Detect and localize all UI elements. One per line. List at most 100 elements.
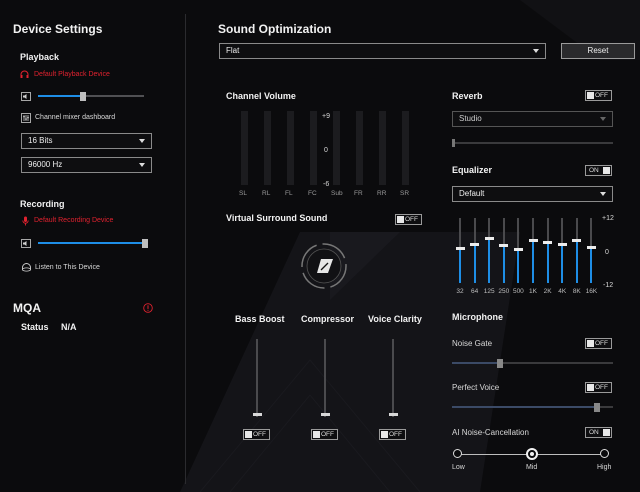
reverb-toggle[interactable]: OFF bbox=[585, 90, 612, 101]
channel-column-fc[interactable] bbox=[310, 111, 317, 185]
eq-band-thumb[interactable] bbox=[470, 243, 480, 247]
channel-column-rr[interactable] bbox=[379, 111, 386, 185]
voice-clarity-heading: Voice Clarity bbox=[368, 314, 422, 324]
compressor-slider[interactable] bbox=[324, 339, 326, 417]
panel-divider bbox=[185, 14, 186, 484]
reverb-preset-select[interactable]: Studio bbox=[452, 111, 613, 127]
playback-volume-fill bbox=[38, 95, 83, 97]
playback-volume-slider[interactable] bbox=[38, 90, 144, 104]
eq-band-thumb[interactable] bbox=[543, 240, 553, 244]
listen-icon[interactable] bbox=[21, 263, 32, 272]
mixer-icon[interactable] bbox=[21, 113, 31, 123]
recording-volume-slider[interactable] bbox=[38, 237, 148, 251]
ai-nc-mid-label: Mid bbox=[526, 464, 538, 471]
voice-clarity-slider[interactable] bbox=[392, 339, 394, 417]
bass-boost-thumb[interactable] bbox=[253, 413, 262, 416]
playback-volume-track bbox=[38, 95, 144, 97]
perfect-voice-fill bbox=[452, 406, 597, 408]
perfect-voice-thumb[interactable] bbox=[593, 403, 600, 412]
chevron-down-icon bbox=[533, 49, 539, 53]
toggle-knob bbox=[587, 340, 594, 347]
reverb-level-track[interactable] bbox=[452, 142, 613, 144]
bass-boost-toggle[interactable]: OFF bbox=[243, 429, 270, 440]
channel-column-sub[interactable] bbox=[333, 111, 340, 185]
eq-band-label: 250 bbox=[498, 288, 510, 295]
toggle-knob bbox=[603, 167, 610, 174]
noise-gate-track bbox=[452, 362, 613, 364]
equalizer-preset-select[interactable]: Default bbox=[452, 186, 613, 202]
channel-mixer-label[interactable]: Channel mixer dashboard bbox=[35, 114, 116, 121]
eq-band-thumb[interactable] bbox=[572, 238, 582, 242]
voice-clarity-toggle[interactable]: OFF bbox=[379, 429, 406, 440]
equalizer-toggle[interactable]: ON bbox=[585, 165, 612, 176]
eq-band-fill bbox=[561, 244, 564, 283]
ai-noise-cancellation-toggle[interactable]: ON bbox=[585, 427, 612, 438]
channel-scale-mid: 0 bbox=[324, 147, 328, 154]
eq-band-thumb[interactable] bbox=[484, 236, 494, 240]
virtual-surround-toggle[interactable]: OFF bbox=[395, 214, 422, 225]
sample-rate-value: 96000 Hz bbox=[28, 160, 63, 169]
eq-band-fill bbox=[546, 242, 549, 283]
ai-nc-low-label: Low bbox=[452, 464, 465, 471]
channel-label: FC bbox=[308, 190, 317, 197]
channel-column-fr[interactable] bbox=[356, 111, 363, 185]
channel-column-sr[interactable] bbox=[402, 111, 409, 185]
recording-volume-fill bbox=[38, 242, 145, 244]
microphone-icon bbox=[22, 216, 29, 226]
ai-noise-cancellation-label: AI Noise-Cancellation bbox=[452, 428, 529, 437]
eq-band-thumb[interactable] bbox=[557, 242, 567, 246]
eq-band-thumb[interactable] bbox=[586, 246, 596, 250]
ai-nc-high-stop[interactable] bbox=[600, 449, 609, 458]
speaker-icon[interactable] bbox=[21, 239, 31, 248]
eq-band-thumb[interactable] bbox=[455, 246, 465, 250]
channel-label: FR bbox=[354, 190, 363, 197]
sample-rate-select[interactable]: 96000 Hz bbox=[21, 157, 152, 173]
toggle-state: OFF bbox=[595, 92, 608, 99]
ai-nc-mid-stop[interactable] bbox=[526, 448, 538, 460]
noise-gate-toggle[interactable]: OFF bbox=[585, 338, 612, 349]
channel-label: FL bbox=[285, 190, 293, 197]
noise-gate-fill bbox=[452, 362, 501, 364]
eq-band-label: 64 bbox=[470, 288, 479, 295]
chevron-down-icon bbox=[600, 117, 606, 121]
channel-column-rl[interactable] bbox=[264, 111, 271, 185]
ai-nc-level-selector[interactable]: Low Mid High bbox=[452, 448, 614, 482]
toggle-state: OFF bbox=[405, 216, 418, 223]
default-recording-device-label: Default Recording Device bbox=[34, 217, 114, 224]
eq-band-label: 125 bbox=[483, 288, 495, 295]
noise-gate-thumb[interactable] bbox=[497, 359, 504, 368]
preset-select[interactable]: Flat bbox=[219, 43, 546, 59]
channel-column-sl[interactable] bbox=[241, 111, 248, 185]
playback-heading: Playback bbox=[20, 52, 60, 62]
perfect-voice-slider[interactable] bbox=[452, 402, 613, 414]
ai-nc-low-stop[interactable] bbox=[453, 449, 462, 458]
eq-band-thumb[interactable] bbox=[513, 248, 523, 252]
channel-volume-heading: Channel Volume bbox=[226, 91, 296, 101]
bit-depth-select[interactable]: 16 Bits bbox=[21, 133, 152, 149]
eq-band-label: 4K bbox=[558, 288, 567, 295]
chevron-down-icon bbox=[139, 163, 145, 167]
noise-gate-label: Noise Gate bbox=[452, 339, 493, 348]
voice-clarity-thumb[interactable] bbox=[389, 413, 398, 416]
info-icon[interactable] bbox=[143, 303, 153, 313]
compressor-toggle[interactable]: OFF bbox=[311, 429, 338, 440]
eq-band-fill bbox=[502, 245, 505, 283]
bit-depth-value: 16 Bits bbox=[28, 136, 53, 145]
channel-column-fl[interactable] bbox=[287, 111, 294, 185]
equalizer-preset-value: Default bbox=[459, 189, 485, 198]
reset-button[interactable]: Reset bbox=[561, 43, 635, 59]
eq-band-fill bbox=[517, 249, 520, 283]
speaker-icon[interactable] bbox=[21, 92, 31, 101]
reverb-level-thumb[interactable] bbox=[452, 139, 455, 147]
recording-volume-thumb[interactable] bbox=[141, 239, 148, 248]
noise-gate-slider[interactable] bbox=[452, 358, 613, 370]
perfect-voice-toggle[interactable]: OFF bbox=[585, 382, 612, 393]
toggle-knob bbox=[397, 216, 404, 223]
playback-volume-thumb[interactable] bbox=[79, 92, 86, 101]
sound-optimization-title: Sound Optimization bbox=[218, 22, 332, 36]
eq-band-thumb[interactable] bbox=[528, 239, 538, 243]
compressor-thumb[interactable] bbox=[321, 413, 330, 416]
bass-boost-slider[interactable] bbox=[256, 339, 258, 417]
eq-band-thumb[interactable] bbox=[499, 243, 509, 247]
listen-to-device-label[interactable]: Listen to This Device bbox=[35, 264, 100, 271]
